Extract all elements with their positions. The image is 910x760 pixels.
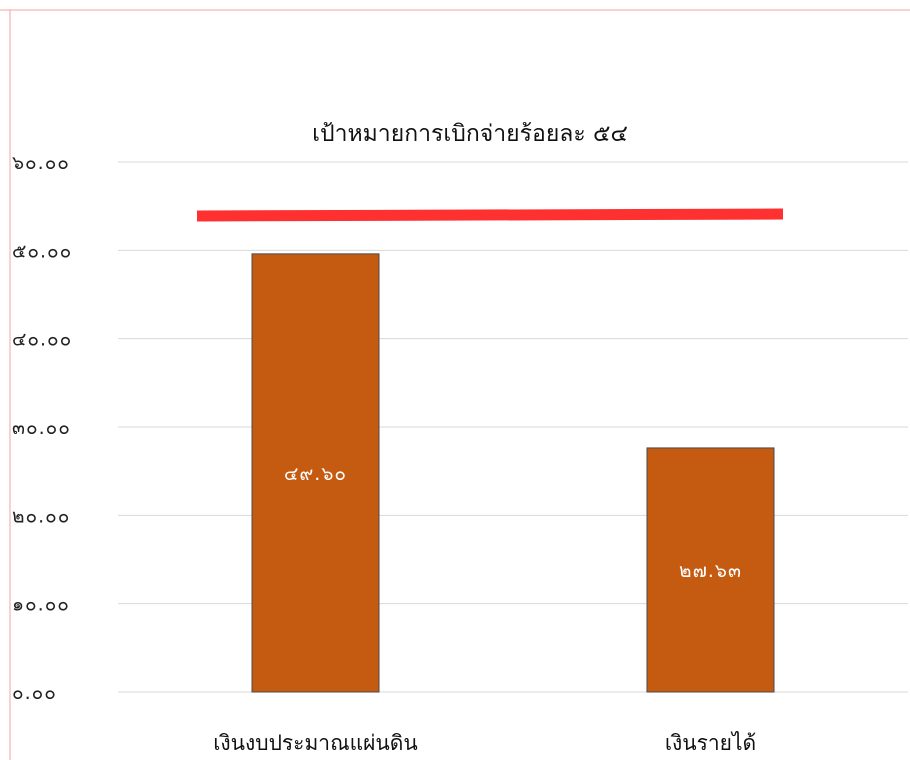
data-label: ๔๙.๖๐: [284, 463, 347, 485]
y-tick-label: ๔๐.๐๐: [12, 329, 72, 351]
y-axis-tick-labels: ๐.๐๐ ๑๐.๐๐ ๒๐.๐๐ ๓๐.๐๐ ๔๐.๐๐ ๕๐.๐๐ ๖๐.๐๐: [12, 152, 72, 704]
y-tick-label: ๓๐.๐๐: [12, 417, 71, 439]
target-line-group: [197, 214, 783, 216]
x-axis-category-labels: เงินงบประมาณแผ่นดิน เงินรายได้: [213, 731, 756, 755]
y-tick-label: ๖๐.๐๐: [12, 152, 70, 174]
target-line: [197, 214, 783, 216]
x-category-label: เงินรายได้: [665, 731, 756, 755]
gridlines: [118, 162, 908, 692]
chart-title: เป้าหมายการเบิกจ่ายร้อยละ ๕๔: [312, 121, 628, 147]
y-tick-label: ๐.๐๐: [12, 682, 57, 704]
y-tick-label: ๒๐.๐๐: [12, 505, 70, 527]
y-tick-label: ๕๐.๐๐: [12, 240, 72, 262]
data-label: ๒๗.๖๓: [679, 560, 742, 582]
x-category-label: เงินงบประมาณแผ่นดิน: [213, 731, 418, 755]
y-tick-label: ๑๐.๐๐: [12, 594, 70, 616]
